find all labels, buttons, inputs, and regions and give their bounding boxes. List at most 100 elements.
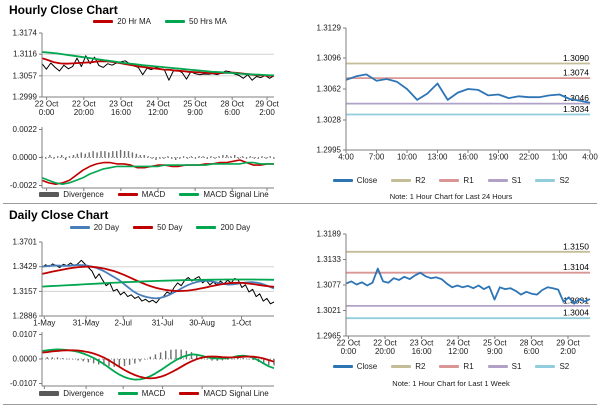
x-tick-label: 2-Jul <box>115 319 133 328</box>
y-tick-label: 0.0000 <box>13 153 38 162</box>
divergence-bar <box>57 156 59 158</box>
divergence-bar <box>149 356 151 359</box>
divergence-bar <box>247 358 249 360</box>
x-tick-label: 1:00 <box>552 153 568 162</box>
x-tick-label: 22 Oct <box>72 100 96 109</box>
panel-separator <box>3 203 597 204</box>
legend-item: S2 <box>535 176 569 185</box>
divergence-bar <box>103 359 105 366</box>
y-tick-label: 1.3701 <box>13 238 38 247</box>
y-tick-label: 1.3116 <box>13 50 37 59</box>
legend-swatch <box>487 179 508 182</box>
divergence-bar <box>178 157 181 159</box>
legend-swatch <box>439 365 460 368</box>
divergence-bar <box>221 359 224 361</box>
legend-label: 50 Hrs MA <box>189 17 227 26</box>
divergence-bar <box>151 157 153 159</box>
divergence-bar <box>144 359 146 360</box>
divergence-bar <box>80 152 82 158</box>
divergence-bar <box>67 358 69 360</box>
x-tick-label: 16:00 <box>111 108 132 117</box>
legend-label: S1 <box>511 176 522 185</box>
legend-item: 50 Hrs MA <box>165 17 227 26</box>
divergence-bar <box>242 357 244 359</box>
legend-label: 20 Day <box>93 223 120 232</box>
divergence-bar <box>170 349 172 359</box>
weekly-pivot-legend: Close R2 R1 S1 S2 <box>312 362 590 371</box>
x-tick-label: 2:00 <box>259 108 275 117</box>
x-tick-label: 2:00 <box>560 347 576 356</box>
legend-item: S1 <box>487 362 521 371</box>
legend-item: MACD <box>117 389 165 398</box>
y-tick-label: 1.3096 <box>317 54 342 63</box>
pivot-label-r2: 1.3090 <box>563 53 589 63</box>
divergence-bar <box>96 152 98 158</box>
legend-item: Close <box>332 176 377 185</box>
series-close <box>345 73 591 104</box>
legend-item: Close <box>332 362 377 371</box>
divergence-bar <box>104 151 106 158</box>
divergence-bar <box>92 151 94 158</box>
x-tick-label: 22:00 <box>519 153 540 162</box>
legend-item: R2 <box>391 362 425 371</box>
legend-swatch <box>69 226 90 229</box>
y-tick-label: 1.2995 <box>317 146 342 155</box>
divergence-bar <box>214 157 216 159</box>
legend-label: R1 <box>463 362 474 371</box>
divergence-bar <box>49 155 51 158</box>
legend-item: 20 Hr MA <box>93 17 151 26</box>
legend-label: S2 <box>559 176 570 185</box>
divergence-bar <box>196 354 198 359</box>
divergence-bar <box>206 157 208 159</box>
divergence-bar <box>265 157 267 159</box>
divergence-bar <box>108 359 110 367</box>
legend-swatch <box>117 193 138 196</box>
divergence-bar <box>51 357 53 359</box>
pivot-label-s1: 1.3031 <box>563 295 589 305</box>
pivot-label-r1: 1.3104 <box>563 262 589 272</box>
legend-swatch <box>391 179 412 182</box>
pivot-label-s1: 1.3046 <box>563 93 589 103</box>
x-tick-label: 4:00 <box>338 153 354 162</box>
divergence-bar <box>61 358 64 359</box>
divergence-bar <box>87 359 90 363</box>
legend-item: S2 <box>535 362 569 371</box>
legend-item: S1 <box>487 176 522 185</box>
divergence-bar <box>218 156 220 158</box>
x-tick-label: 23 Oct <box>109 100 133 109</box>
x-tick-label: 31-Jul <box>152 319 174 328</box>
legend-swatch <box>133 226 154 229</box>
legend-item: R1 <box>439 362 474 371</box>
y-tick-label: 1.3129 <box>317 24 342 33</box>
x-tick-label: 9:00 <box>187 108 203 117</box>
divergence-bar <box>198 156 200 158</box>
x-tick-label: 19:00 <box>488 153 509 162</box>
y-tick-label: 1.3429 <box>13 262 38 271</box>
x-tick-label: 24 Oct <box>146 100 170 109</box>
divergence-bar <box>226 155 228 158</box>
daily-macd-chart: 0.0107 0.0000 -0.0107 <box>10 330 275 389</box>
divergence-bar <box>202 156 204 158</box>
divergence-bar <box>92 359 95 364</box>
divergence-bar <box>165 350 167 359</box>
divergence-bar <box>139 359 141 362</box>
y-tick-label: 0.0000 <box>13 355 38 364</box>
divergence-bar <box>72 155 75 158</box>
y-tick-label: -0.0107 <box>10 379 38 388</box>
divergence-bar <box>53 157 55 159</box>
y-tick-label: 1.3174 <box>13 29 38 38</box>
divergence-bar <box>182 156 185 158</box>
y-tick-label: 1.3062 <box>317 85 342 94</box>
divergence-bar <box>68 156 71 158</box>
divergence-bar <box>230 156 232 158</box>
divergence-bar <box>216 359 218 361</box>
x-tick-label: 24 Oct <box>446 339 470 348</box>
divergence-bar <box>167 156 169 158</box>
hourly-chart-title: Hourly Close Chart <box>9 3 118 17</box>
divergence-bar <box>159 157 161 159</box>
y-tick-label: 1.2965 <box>317 332 342 341</box>
legend-swatch <box>196 226 217 229</box>
